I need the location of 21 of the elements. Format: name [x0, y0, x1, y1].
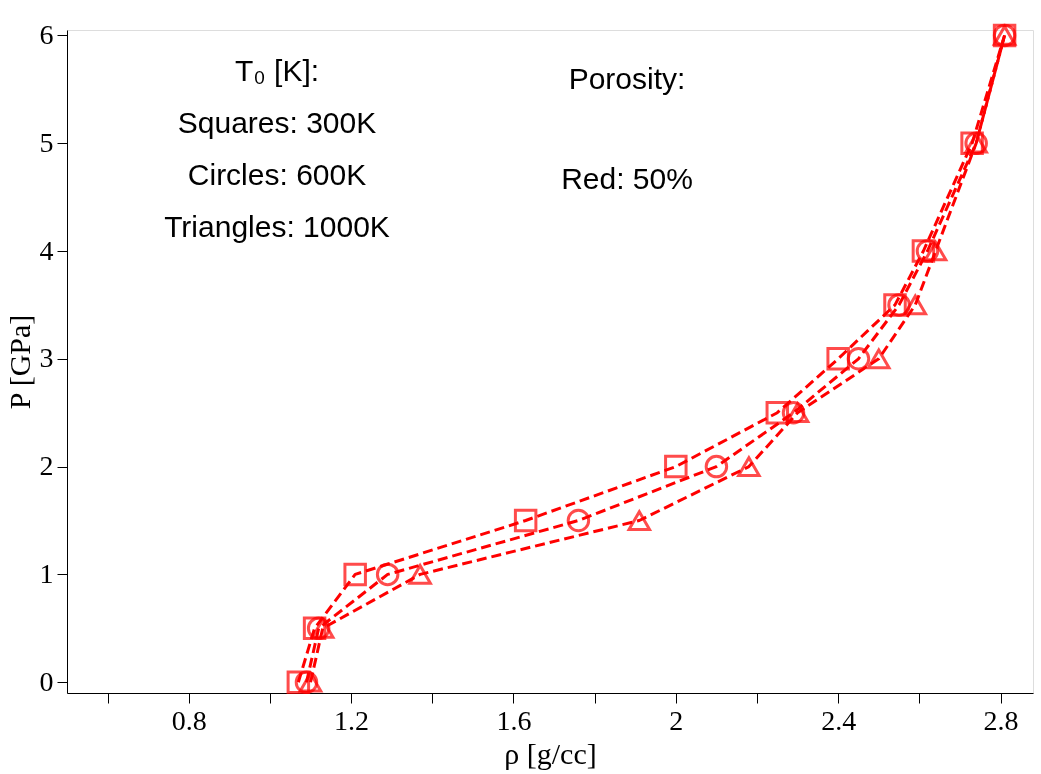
annotation: Porosity: — [568, 62, 686, 95]
y-tick-label: 3 — [39, 342, 54, 374]
y-axis-title: P [GPa] — [2, 314, 36, 410]
x-tick-label: 2.8 — [983, 704, 1019, 736]
x-tick-label: 2 — [669, 704, 684, 736]
x-tick-label: 1.6 — [496, 704, 532, 736]
y-tick-label: 0 — [39, 665, 54, 697]
y-tick-label: 1 — [39, 557, 54, 589]
annotation: Circles: 600K — [187, 158, 367, 191]
x-tick-label: 2.4 — [821, 704, 857, 736]
y-tick-label: 2 — [39, 450, 54, 482]
annotation: Red: 50% — [561, 162, 693, 195]
x-axis-title: ρ [g/cc] — [504, 736, 597, 770]
x-tick-label: 1.2 — [334, 704, 370, 736]
annotation: Squares: 300K — [177, 106, 377, 139]
y-tick-label: 6 — [39, 18, 54, 50]
annotation: T₀ [K]: — [234, 54, 320, 87]
y-tick-label: 4 — [39, 234, 54, 266]
x-tick-label: 0.8 — [171, 704, 207, 736]
annotation: Triangles: 1000K — [164, 210, 390, 243]
y-tick-label: 5 — [39, 126, 54, 158]
